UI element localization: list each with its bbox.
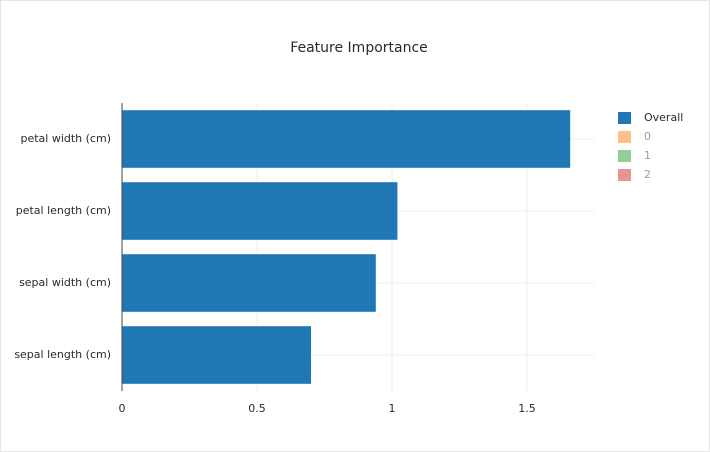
bar — [122, 326, 311, 384]
x-tick-label: 1.5 — [518, 402, 536, 415]
legend-swatch — [618, 131, 631, 143]
legend-label[interactable]: 0 — [644, 130, 651, 143]
x-tick-label: 0 — [119, 402, 126, 415]
bar — [122, 110, 571, 168]
y-tick-label: sepal width (cm) — [19, 276, 111, 289]
y-tick-label: sepal length (cm) — [14, 348, 111, 361]
legend-label[interactable]: 1 — [644, 149, 651, 162]
legend-label[interactable]: 2 — [644, 168, 651, 181]
x-tick-label: 0.5 — [248, 402, 266, 415]
bar — [122, 254, 376, 312]
legend-label[interactable]: Overall — [644, 111, 683, 124]
bar — [122, 182, 398, 240]
chart-title: Feature Importance — [290, 40, 428, 56]
legend-swatch — [618, 150, 631, 162]
legend-swatch — [618, 112, 631, 124]
y-tick-label: petal width (cm) — [20, 132, 111, 145]
legend-swatch — [618, 169, 631, 181]
x-tick-label: 1 — [389, 402, 396, 415]
y-tick-label: petal length (cm) — [16, 204, 111, 217]
